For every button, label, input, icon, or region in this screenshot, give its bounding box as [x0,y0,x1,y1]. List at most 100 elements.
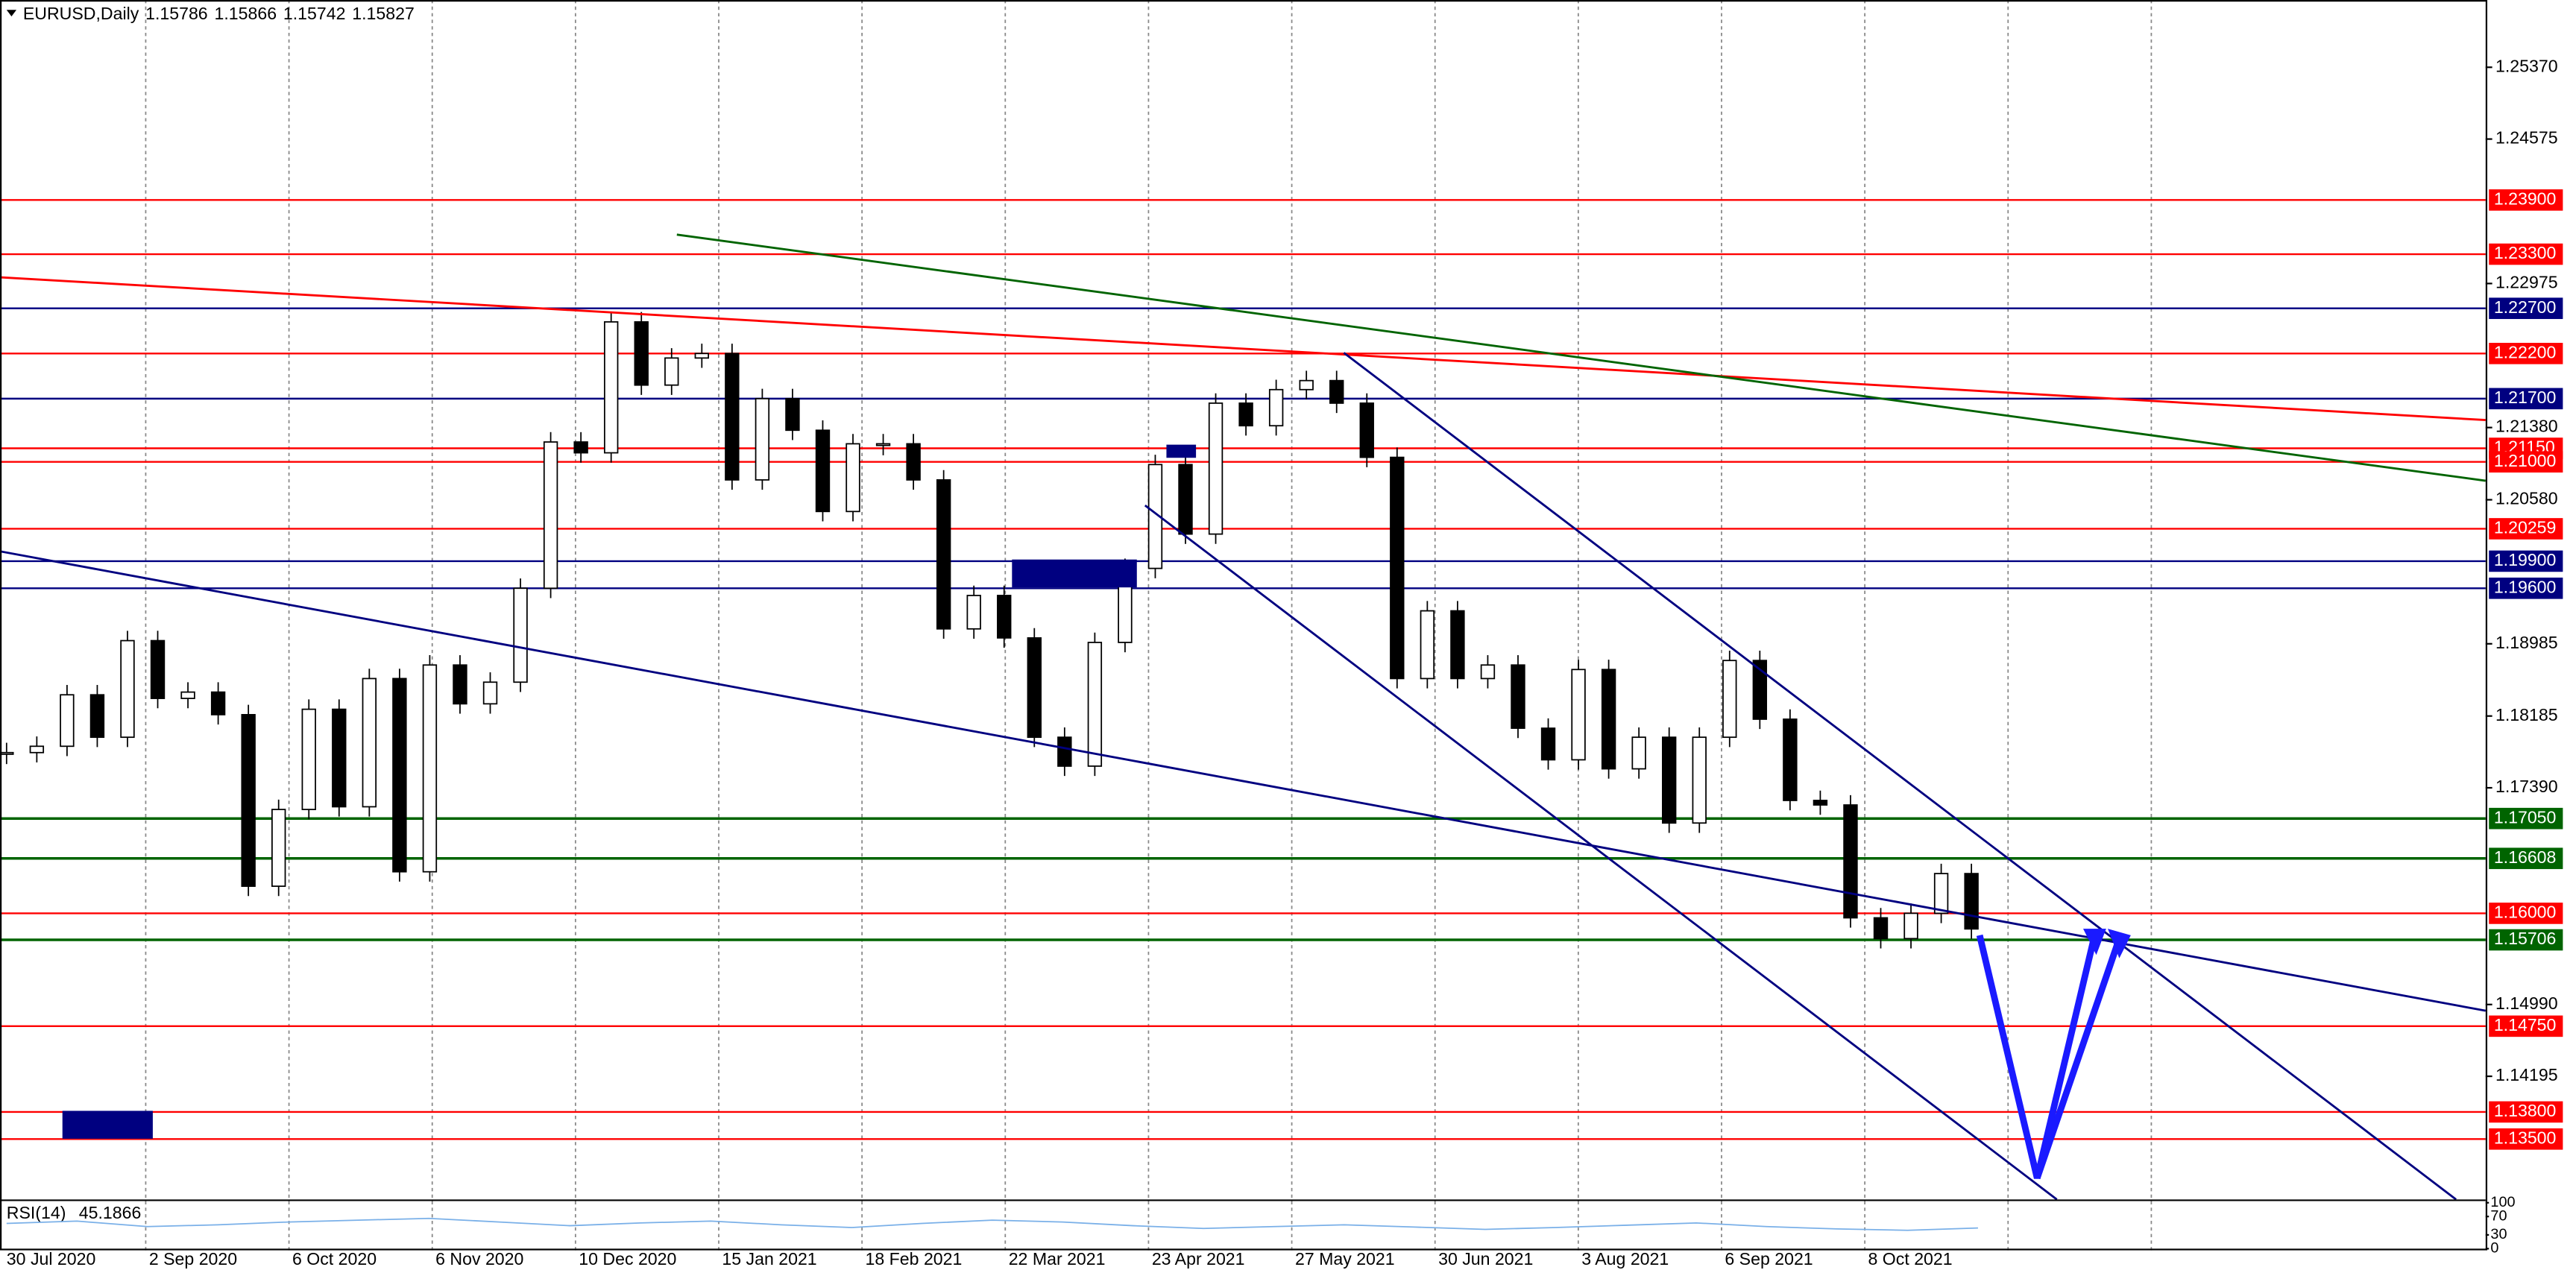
level-badge [2489,451,2563,473]
candle [1933,873,1949,914]
zone [1012,559,1137,588]
axes: 30 Jul 2020 2 Sep 2020 6 Oct 2020 6 Nov 202… [7,56,2563,1269]
forecast-arrow [2034,937,2123,1180]
level-badge [2489,903,2563,924]
trend-line [676,233,2487,482]
candle [1631,736,1646,770]
candle [1087,642,1103,767]
candle [1903,912,1918,940]
candle [1752,660,1768,720]
level-label: 1.14750 [2494,1015,2557,1034]
y-tick-label: 1.18985 [2495,633,2558,652]
candle [332,708,347,808]
rsi-tick-label: 70 [2490,1207,2507,1224]
candle [1722,660,1737,739]
candle [1601,669,1616,770]
ohlc-value: 1.15786 [145,4,208,23]
candle [150,639,166,699]
candle [1208,402,1224,535]
x-tick-label: 15 Jan 2021 [722,1249,816,1269]
rsi-name: RSI(14) [7,1203,66,1222]
candle [271,809,286,887]
level-badge [2489,1015,2563,1037]
candle [1843,804,1858,919]
candle [1299,379,1314,391]
candle [89,694,105,739]
y-tick-label: 1.22975 [2495,273,2558,292]
arrow-head [2108,929,2131,958]
menu-icon [6,10,17,17]
candle [1540,727,1556,761]
candle [966,595,981,630]
y-tick-label: 1.21380 [2495,417,2558,436]
level-badge [2489,847,2563,870]
level-badge [2489,929,2563,951]
y-tick-label: 1.14990 [2495,993,2558,1013]
level-label: 1.13800 [2494,1101,2557,1120]
rsi-tick-label: 0 [2490,1240,2498,1257]
level-label: 1.20259 [2494,518,2557,537]
candle [1178,464,1193,535]
level-label: 1.23900 [2494,189,2557,208]
x-tick-label: 2 Sep 2020 [149,1249,237,1269]
candle [0,751,14,755]
x-tick-label: 6 Sep 2021 [1725,1249,1813,1269]
candle [1390,456,1405,680]
candle [1511,664,1525,729]
candle [1662,736,1677,824]
candle [422,664,438,873]
frame [0,0,2488,1251]
level-label: 1.22700 [2494,297,2557,317]
candle [845,443,860,513]
rsi-tick-label: 30 [2490,1226,2507,1242]
candle [180,691,195,699]
y-tick-label: 1.24575 [2495,128,2558,148]
candle [1873,917,1889,940]
candle [664,357,679,386]
ohlc-value: 1.15866 [215,4,277,23]
trend-line [0,550,2487,1012]
level-label: 1.13500 [2494,1128,2557,1147]
zone [62,1111,153,1139]
level-label: 1.21700 [2494,388,2557,407]
rsi-value: 45.1866 [79,1203,142,1222]
level-badge [2489,297,2563,320]
candle [875,443,891,446]
level-badge [2489,189,2563,211]
candle [1027,637,1042,739]
candle [482,681,498,705]
level-badge [2489,1128,2563,1150]
candle [997,595,1012,639]
candle [301,708,316,810]
x-tick-label: 30 Jul 2020 [7,1249,96,1269]
header: EURUSD,Daily 1.15786 1.15866 1.15742 1.15827 [23,4,415,23]
level-label: 1.19600 [2494,577,2557,596]
y-tick-label: 1.25370 [2495,56,2558,75]
symbol: EURUSD,Daily [23,4,139,23]
level-badge [2489,807,2563,830]
y-tick-label: 1.17390 [2495,777,2558,796]
level-label: 1.15706 [2494,929,2557,948]
x-tick-label: 27 May 2021 [1295,1249,1395,1269]
x-tick-label: 8 Oct 2021 [1868,1249,1953,1269]
candle [603,321,619,454]
candle [694,353,710,359]
candle [906,443,921,481]
candle [1571,669,1586,761]
x-tick-label: 6 Nov 2020 [435,1249,523,1269]
candle [543,441,558,590]
level-badge [2489,243,2563,265]
ohlc-value: 1.15742 [283,4,346,23]
trend-line [0,276,2486,422]
x-tick-label: 23 Apr 2021 [1152,1249,1245,1269]
rsi-tick-label: 100 [2490,1194,2515,1210]
candle [1692,736,1707,824]
candle [241,714,256,887]
y-tick-label: 1.18185 [2495,705,2558,724]
level-label: 1.19900 [2494,550,2557,569]
candle [755,397,770,481]
candle [785,397,800,432]
candle [1359,402,1374,458]
